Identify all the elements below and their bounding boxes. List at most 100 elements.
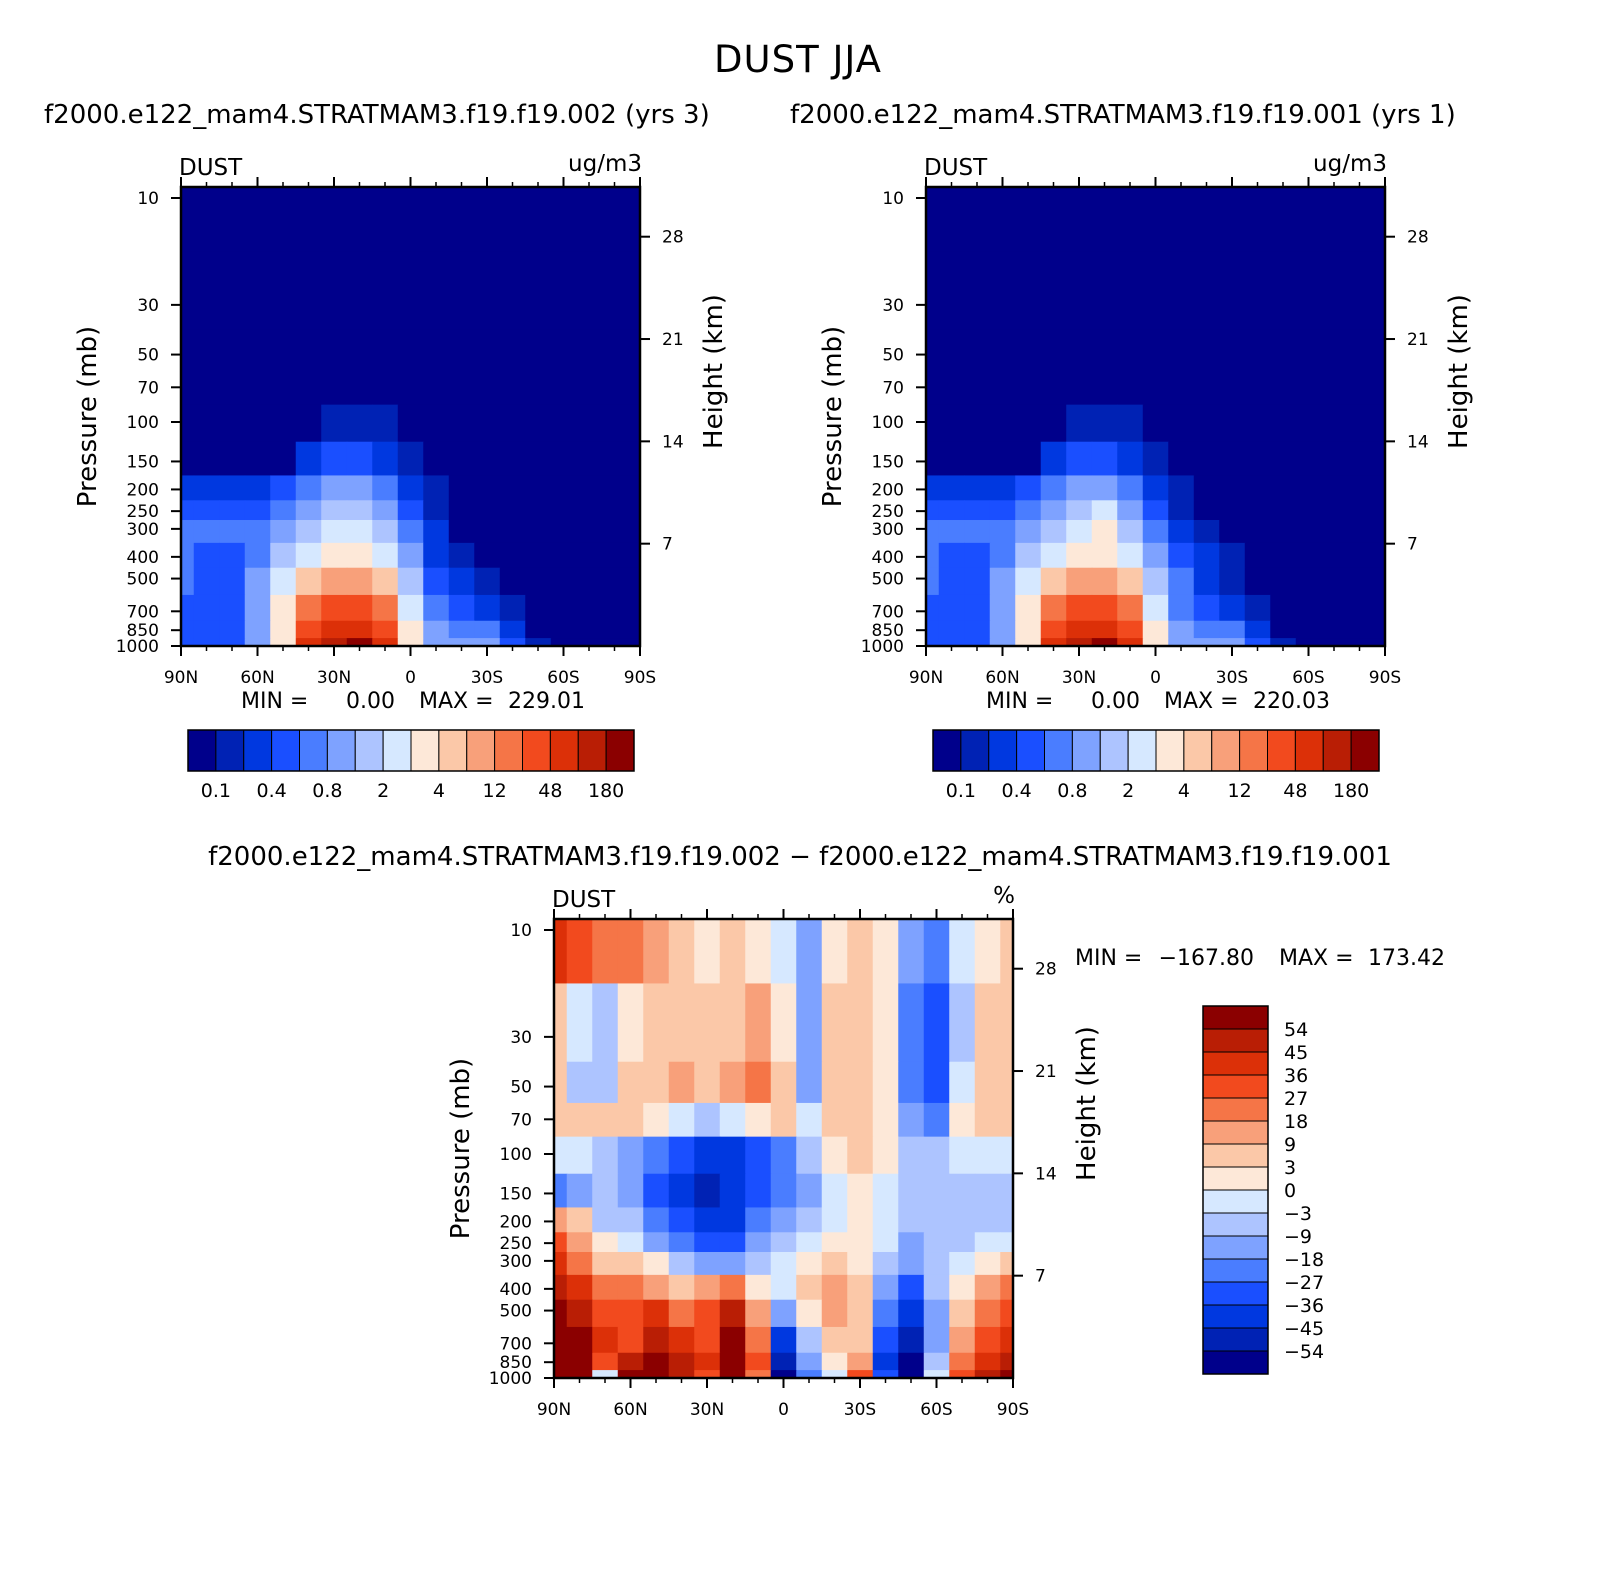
heatmap-cell (770, 1299, 797, 1328)
y2-tick-label: 28 (662, 228, 684, 248)
heatmap-cell (989, 404, 1016, 443)
heatmap-cell (270, 542, 297, 569)
heatmap-cell (770, 1232, 797, 1253)
heatmap-cell (872, 1136, 899, 1175)
heatmap-cell (938, 520, 965, 544)
heatmap-cell (745, 1352, 772, 1371)
heatmap-cell (847, 1173, 874, 1209)
heatmap-cell (617, 1232, 644, 1253)
heatmap-cell (1142, 542, 1169, 569)
heatmap-cell (181, 329, 195, 372)
heatmap-cell (847, 1370, 874, 1379)
heatmap-cell (923, 1102, 950, 1138)
heatmap-cell (566, 1252, 593, 1276)
colorbar-label: −18 (1284, 1249, 1324, 1271)
heatmap-cell (181, 638, 195, 647)
heatmap-cell (668, 983, 695, 1063)
heatmap-cell (499, 251, 526, 331)
heatmap-cell (525, 187, 552, 253)
heatmap-cell (550, 500, 577, 521)
heatmap-cell (847, 1207, 874, 1233)
y-tick-label: 500 (872, 570, 904, 590)
heatmap-cell (474, 329, 501, 372)
heatmap-cell (397, 475, 424, 501)
heatmap-cell (525, 620, 552, 639)
heatmap-cell (694, 1326, 721, 1354)
heatmap-cell (923, 1370, 950, 1379)
heatmap-cell (550, 251, 577, 331)
heatmap-cell (1142, 251, 1169, 331)
heatmap-cell (499, 638, 526, 647)
heatmap-cell (796, 1352, 823, 1371)
heatmap-cell (592, 1274, 619, 1301)
heatmap-cell (448, 542, 475, 569)
colorbar-frame (932, 729, 1380, 772)
heatmap-cell (270, 520, 297, 544)
heatmap-cell (321, 567, 348, 596)
heatmap-cell (694, 919, 721, 985)
heatmap-cell (926, 187, 940, 253)
y2-tick-label: 21 (1035, 1062, 1057, 1082)
heatmap-cell (601, 475, 628, 501)
heatmap-cell (643, 1061, 670, 1104)
colorbar-panel_b: 0.1 0.4 0.8 2 4 12 48 180 (932, 729, 1380, 802)
heatmap-cell (346, 500, 373, 521)
colorbar-label: 45 (1284, 1042, 1308, 1064)
heatmap-cell (423, 567, 450, 596)
heatmap-cell (923, 1136, 950, 1175)
heatmap-cell (1168, 638, 1195, 647)
colorbar-swatch (1202, 1258, 1269, 1283)
y-tick-label: 300 (500, 1252, 532, 1272)
heatmap-cell (550, 187, 577, 253)
heatmap-cell (181, 542, 195, 569)
heatmap-cell (1091, 638, 1118, 647)
heatmap-cell (346, 520, 373, 544)
x-tick-label: 30N (1062, 668, 1096, 688)
heatmap-cell (1244, 404, 1271, 443)
heatmap-cell (448, 500, 475, 521)
diff-title: f2000.e122_mam4.STRATMAM3.f19.f19.002 − … (208, 842, 1392, 872)
heatmap-cell (592, 1299, 619, 1328)
heatmap-cell (668, 1136, 695, 1175)
max-value: 220.03 (1253, 689, 1330, 714)
heatmap-cell (1346, 404, 1373, 443)
heatmap-cell (592, 1102, 619, 1138)
heatmap-cell (550, 567, 577, 596)
heatmap-cell (949, 919, 976, 985)
heatmap-cell (1066, 251, 1093, 331)
heatmap-cell (643, 1274, 670, 1301)
y2-tick-label: 21 (1407, 330, 1429, 350)
heatmap-cell (499, 441, 526, 477)
heatmap-cell (1040, 620, 1067, 639)
heatmap-cell (1295, 251, 1322, 331)
heatmap-cell (949, 1299, 976, 1328)
heatmap-cell (525, 638, 552, 647)
heatmap-cell (554, 1061, 568, 1104)
heatmap-cell (847, 1232, 874, 1253)
heatmap-cell (1066, 370, 1093, 406)
heatmap-cell (1346, 370, 1373, 406)
heatmap-cell (617, 983, 644, 1063)
heatmap-cell (372, 594, 399, 622)
heatmap-cell (550, 620, 577, 639)
y2-tick-label: 14 (1407, 432, 1429, 452)
heatmap-cell (1117, 620, 1144, 639)
y-tick-label: 10 (137, 189, 159, 209)
heatmap-cell (1015, 620, 1042, 639)
heatmap-cell (181, 567, 195, 596)
heatmap-cell (1066, 329, 1093, 372)
heatmap-cell (627, 187, 641, 253)
heatmap-cell (938, 441, 965, 477)
heatmap-cell (1193, 370, 1220, 406)
heatmap-cell (938, 475, 965, 501)
units-label: % (993, 883, 1015, 909)
heatmap-cell (601, 638, 628, 647)
heatmap-cell (525, 520, 552, 544)
heatmap-cell (668, 1274, 695, 1301)
heatmap-cell (1000, 1102, 1014, 1138)
heatmap-cell (448, 520, 475, 544)
heatmap-cell (270, 567, 297, 596)
heatmap-cell (397, 638, 424, 647)
heatmap-cell (796, 983, 823, 1063)
heatmap-cell (592, 919, 619, 985)
